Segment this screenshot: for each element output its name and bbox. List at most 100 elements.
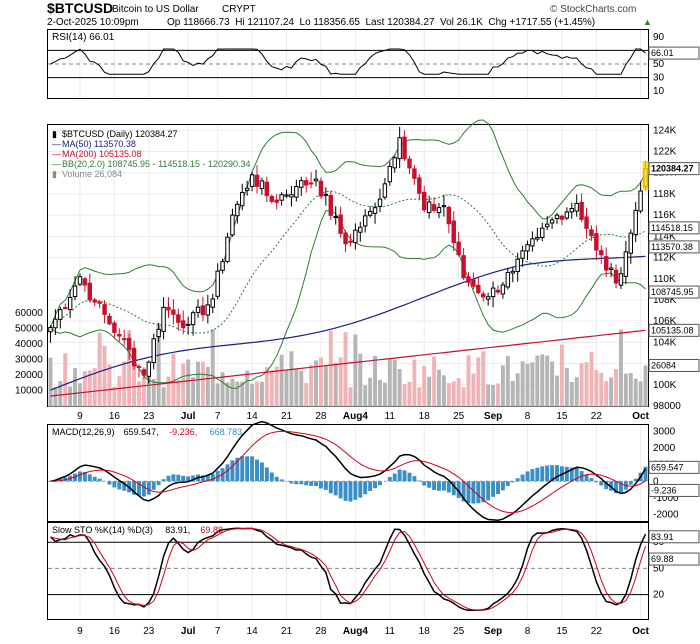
candle-body: [118, 335, 121, 337]
volume-bar: [63, 353, 67, 406]
price-tick-label: 104K: [653, 337, 677, 348]
candle-body: [201, 306, 204, 315]
x-tick-label: 9: [77, 411, 83, 422]
macd-histogram-bar: [157, 481, 161, 485]
candle-body: [526, 245, 529, 251]
volume-bar: [137, 381, 141, 406]
volume-bar: [644, 365, 648, 406]
macd-histogram-bar: [98, 479, 102, 482]
legend-marker: ▮: [52, 129, 57, 139]
macd-histogram-bar: [117, 481, 121, 489]
volume-bar: [506, 356, 510, 406]
volume-bar: [230, 379, 234, 406]
x-tick-label-bottom: 15: [556, 626, 568, 637]
candle-body: [550, 220, 553, 223]
x-tick-label: 8: [525, 411, 531, 422]
macd-histogram-bar: [521, 474, 525, 481]
value-tag: 114518.15: [651, 223, 693, 233]
ohlc-summary: Op 118666.73 Hi 121107.24 Lo 118356.65 L…: [167, 17, 595, 28]
candle-body: [211, 299, 214, 307]
legend-marker: —: [52, 139, 61, 149]
volume-bar: [526, 364, 530, 406]
volume-bar: [599, 373, 603, 406]
macd-histogram-bar: [230, 460, 234, 481]
candle-body: [619, 274, 622, 285]
volume-bar: [530, 362, 534, 406]
volume-bar: [324, 365, 328, 406]
candle-body: [127, 338, 130, 349]
candle-body: [363, 216, 366, 226]
volume-bar: [329, 331, 333, 406]
sto-d-line: [51, 528, 646, 610]
watermark: © StockCharts.com: [550, 4, 636, 15]
rsi-panel: [48, 30, 649, 99]
candle-body: [344, 233, 347, 244]
bb-middle-line: [51, 192, 646, 334]
macd-histogram-bar: [93, 477, 97, 481]
volume-bar: [58, 381, 62, 406]
macd-histogram-bar: [594, 481, 598, 482]
candle-body: [477, 285, 480, 292]
macd-histogram-bar: [250, 456, 254, 481]
macd-histogram-bar: [289, 481, 293, 483]
macd-histogram-bar: [516, 478, 520, 481]
x-tick-label: 23: [143, 411, 155, 422]
volume-bar: [48, 358, 52, 406]
macd-histogram-bar: [629, 481, 633, 484]
rsi-label: RSI(14) 66.01: [52, 32, 115, 43]
volume-bar: [408, 382, 412, 406]
volume-bar: [496, 383, 500, 406]
volume-bar: [235, 382, 239, 406]
candle-body: [580, 202, 583, 219]
volume-bar: [604, 381, 608, 406]
volume-bar: [511, 381, 515, 406]
candle-body: [516, 259, 519, 271]
macd-histogram-bar: [319, 481, 323, 488]
macd-histogram-bar: [417, 480, 421, 481]
candle-body: [565, 212, 568, 218]
candle-body: [108, 316, 111, 324]
candle-body: [147, 362, 150, 376]
legend-item: MA(200) 105135.08: [62, 149, 142, 159]
candle-body: [285, 195, 288, 196]
volume-bar: [108, 365, 112, 406]
candle-body: [63, 308, 66, 309]
volume-bar: [609, 377, 613, 406]
macd-histogram-bar: [565, 467, 569, 481]
macd-histogram-bar: [245, 456, 249, 481]
volume-bar: [545, 356, 549, 406]
legend-marker: —: [52, 149, 61, 159]
volume-bar: [260, 382, 264, 406]
volume-bar: [521, 361, 525, 406]
macd-histogram-bar: [240, 456, 244, 481]
macd-tick-label: 3000: [653, 427, 676, 438]
candle-body: [378, 199, 381, 206]
volume-bar: [393, 360, 397, 406]
candle-body: [442, 206, 445, 207]
volume-bar: [634, 379, 638, 406]
value-tag: 83.91: [651, 532, 674, 542]
candle-body: [103, 305, 106, 315]
candle-body: [506, 272, 509, 287]
macd-histogram-bar: [226, 464, 230, 481]
candle-body: [472, 280, 475, 286]
candle-body: [241, 192, 244, 205]
volume-bar: [294, 369, 298, 406]
sto-label: 83.91,: [165, 525, 190, 535]
candle-body: [98, 302, 101, 303]
candle-body: [511, 271, 514, 273]
x-tick-label: 28: [315, 411, 327, 422]
volume-bar: [78, 383, 82, 406]
x-tick-label: Oct: [632, 411, 649, 422]
volume-bar: [309, 365, 313, 406]
macd-histogram-bar: [162, 479, 166, 481]
macd-histogram-bar: [599, 481, 603, 485]
x-tick-label: 11: [385, 411, 396, 422]
last-candle-highlight: [643, 161, 649, 190]
volume-bar: [467, 355, 471, 406]
macd-histogram-bar: [176, 475, 180, 482]
volume-bar: [201, 362, 205, 406]
candle-body: [260, 181, 263, 189]
